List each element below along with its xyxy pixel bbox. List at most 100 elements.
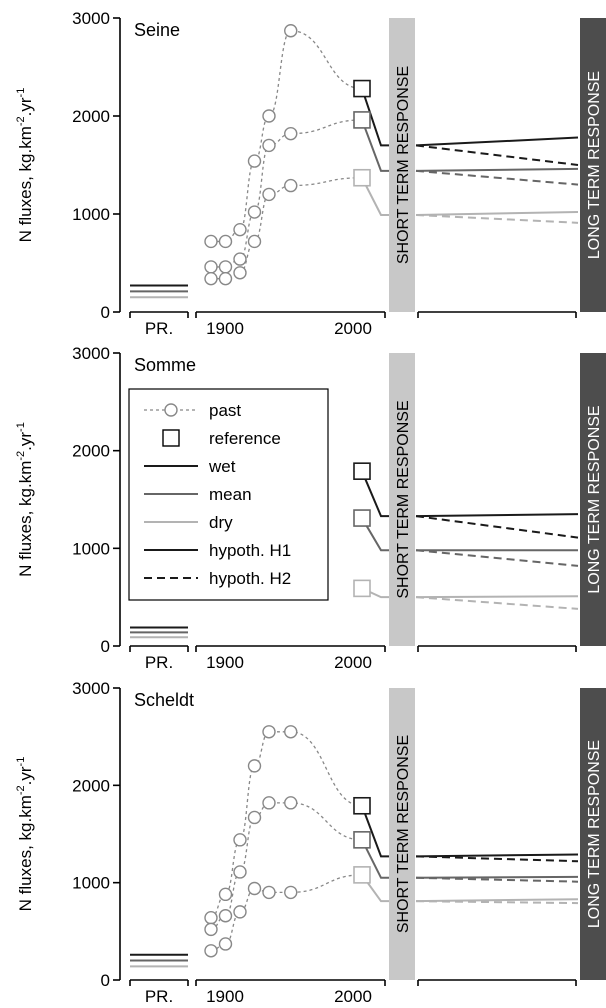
- reference-point-wet: [354, 463, 370, 479]
- past-point-wet: [263, 110, 275, 122]
- y-tick-label: 1000: [72, 539, 110, 558]
- y-axis-label-part: N fluxes, kg.km: [16, 461, 35, 577]
- past-point-dry: [220, 273, 232, 285]
- past-point-dry: [205, 273, 217, 285]
- past-point-mean: [220, 910, 232, 922]
- y-tick-label: 2000: [72, 442, 110, 461]
- long-term-h2-wet: [416, 856, 578, 861]
- x-tick-label-2000: 2000: [334, 987, 372, 1006]
- past-point-dry: [285, 180, 297, 192]
- legend-label-wet: wet: [208, 457, 236, 476]
- y-tick-label: 3000: [72, 9, 110, 28]
- x-tick-label-2000: 2000: [334, 319, 372, 338]
- past-point-mean: [263, 139, 275, 151]
- long-term-h2-dry: [416, 597, 578, 609]
- past-point-dry: [249, 883, 261, 895]
- legend-label-h1: hypoth. H1: [209, 541, 291, 560]
- long-term-h1-dry: [416, 596, 578, 597]
- past-point-dry: [220, 938, 232, 950]
- past-line-mean: [211, 120, 362, 267]
- past-point-wet: [249, 155, 261, 167]
- long-term-h2-wet: [416, 516, 578, 537]
- past-point-mean: [249, 206, 261, 218]
- y-axis-label-part: -1: [15, 88, 27, 98]
- past-point-dry: [263, 886, 275, 898]
- reference-point-dry: [354, 867, 370, 883]
- past-point-dry: [285, 886, 297, 898]
- y-axis-label-part: -1: [15, 422, 27, 432]
- panel-seine: SHORT TERM RESPONSE LONG TERM RESPONSE 0 10…: [15, 9, 606, 338]
- x-tick-label-1900: 1900: [206, 653, 244, 672]
- past-point-wet: [205, 235, 217, 247]
- y-axis-label-part: N fluxes, kg.km: [16, 795, 35, 911]
- past-point-mean: [220, 261, 232, 273]
- long-term-h1-dry: [416, 212, 578, 215]
- reference-point-dry: [354, 170, 370, 186]
- y-axis-label: N fluxes, kg.km-2.yr-1: [15, 757, 35, 912]
- long-term-label: LONG TERM RESPONSE: [586, 740, 603, 928]
- y-axis-label: N fluxes, kg.km-2.yr-1: [15, 88, 35, 243]
- reference-point-mean: [354, 832, 370, 848]
- past-point-mean: [285, 797, 297, 809]
- past-point-dry: [249, 235, 261, 247]
- legend: pastreferencewetmeandryhypoth. H1hypoth.…: [129, 389, 328, 600]
- reference-point-mean: [354, 510, 370, 526]
- long-term-h1-wet: [416, 514, 578, 516]
- past-point-dry: [205, 945, 217, 957]
- long-term-h1-wet: [416, 854, 578, 856]
- past-point-mean: [263, 797, 275, 809]
- panel-scheldt: SHORT TERM RESPONSE LONG TERM RESPONSE 0 10…: [15, 679, 606, 1006]
- legend-label-mean: mean: [209, 485, 252, 504]
- y-tick-label: 0: [101, 303, 110, 322]
- legend-symbol-reference: [163, 430, 179, 446]
- y-tick-label: 1000: [72, 205, 110, 224]
- x-tick-label-1900: 1900: [206, 319, 244, 338]
- x-tick-label-pristine: PR.: [145, 987, 173, 1006]
- past-point-wet: [205, 912, 217, 924]
- past-point-wet: [220, 888, 232, 900]
- y-tick-label: 3000: [72, 679, 110, 698]
- past-point-dry: [234, 906, 246, 918]
- long-term-h1-mean: [416, 169, 578, 171]
- reference-point-dry: [354, 580, 370, 596]
- panel-title: Somme: [134, 355, 196, 375]
- past-point-mean: [205, 261, 217, 273]
- panel-title: Scheldt: [134, 690, 194, 710]
- long-term-h2-mean: [416, 171, 578, 185]
- y-axis-label: N fluxes, kg.km-2.yr-1: [15, 422, 35, 577]
- legend-label-reference: reference: [209, 429, 281, 448]
- past-point-mean: [234, 253, 246, 265]
- x-tick-label-2000: 2000: [334, 653, 372, 672]
- past-point-dry: [234, 267, 246, 279]
- panel-title: Seine: [134, 20, 180, 40]
- past-point-wet: [285, 726, 297, 738]
- y-axis-label-part: .yr: [16, 432, 35, 451]
- y-axis-label-part: -2: [15, 451, 27, 461]
- long-term-h1-wet: [416, 138, 578, 146]
- legend-label-past: past: [209, 401, 241, 420]
- y-tick-label: 0: [101, 971, 110, 990]
- long-term-h2-dry: [416, 215, 578, 223]
- long-term-label: LONG TERM RESPONSE: [586, 405, 603, 593]
- past-point-mean: [249, 811, 261, 823]
- y-tick-label: 3000: [72, 344, 110, 363]
- past-point-mean: [285, 128, 297, 140]
- past-point-mean: [234, 866, 246, 878]
- long-term-label: LONG TERM RESPONSE: [586, 71, 603, 259]
- y-axis-label-part: -2: [15, 116, 27, 126]
- y-tick-label: 2000: [72, 107, 110, 126]
- short-term-label: SHORT TERM RESPONSE: [395, 66, 412, 264]
- reference-point-wet: [354, 81, 370, 97]
- past-point-wet: [234, 834, 246, 846]
- long-term-h1-dry: [416, 899, 578, 901]
- past-point-wet: [285, 25, 297, 37]
- y-axis-label-part: N fluxes, kg.km: [16, 126, 35, 242]
- legend-label-dry: dry: [209, 513, 233, 532]
- panel-somme: SHORT TERM RESPONSE LONG TERM RESPONSE 0 10…: [15, 344, 606, 672]
- short-term-label: SHORT TERM RESPONSE: [395, 400, 412, 598]
- short-term-label: SHORT TERM RESPONSE: [395, 735, 412, 933]
- past-point-wet: [249, 760, 261, 772]
- legend-symbol-past-marker: [165, 404, 177, 416]
- y-axis-label-part: -1: [15, 757, 27, 767]
